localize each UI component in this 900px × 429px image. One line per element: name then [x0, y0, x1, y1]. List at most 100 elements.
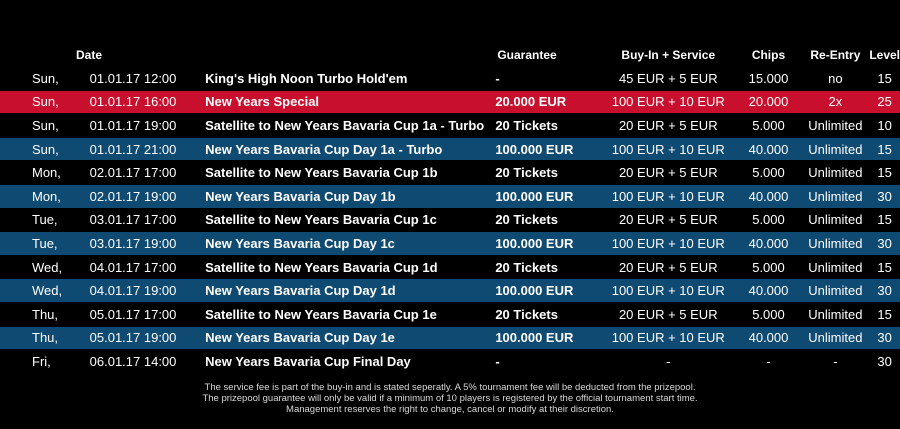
row-event-name: Satellite to New Years Bavaria Cup 1c — [205, 207, 496, 232]
row-chips: 20.000 — [735, 89, 802, 114]
row-reentry: Unlimited — [801, 254, 870, 279]
row-chips: 5.000 — [735, 113, 802, 138]
row-day: Sun, — [0, 89, 90, 114]
table-row: Sun, 01.01.17 16:00 New Years Special 20.00… — [0, 89, 900, 114]
row-chips: 5.000 — [735, 160, 802, 185]
row-event-name: New Years Bavaria Cup Day 1e — [205, 325, 496, 350]
row-buyin: 45 EUR + 5 EUR — [600, 66, 736, 91]
row-chips: - — [735, 349, 802, 373]
row-event-name: New Years Bavaria Cup Day 1c — [205, 231, 496, 256]
row-level: 15 — [869, 136, 900, 161]
row-guarantee: 20 Tickets — [495, 113, 601, 138]
row-event-name: New Years Bavaria Cup Day 1b — [205, 183, 496, 209]
header-reentry: Re-Entry — [810, 48, 861, 62]
table-row: Wed, 04.01.17 17:00 Satellite to New Years… — [0, 254, 900, 279]
row-reentry: 2x — [801, 89, 870, 114]
table-row: Wed, 04.01.17 19:00 New Years Bavaria Cup … — [0, 278, 900, 303]
row-chips: 40.000 — [735, 183, 802, 209]
row-guarantee: 100.000 EUR — [495, 278, 601, 303]
row-day: Sun, — [0, 113, 90, 138]
row-buyin: 100 EUR + 10 EUR — [600, 325, 736, 350]
row-event-name: New Years Bavaria Cup Day 1a - Turbo — [205, 136, 496, 161]
row-guarantee: - — [495, 349, 601, 373]
row-event-name: New Years Special — [205, 89, 496, 114]
row-reentry: Unlimited — [801, 325, 870, 350]
table-row: Tue, 03.01.17 19:00 New Years Bavaria Cup … — [0, 231, 900, 256]
row-date: 03.01.17 19:00 — [89, 231, 206, 256]
row-chips: 40.000 — [735, 136, 802, 161]
row-event-name: King's High Noon Turbo Hold'em — [205, 66, 496, 91]
row-date: 02.01.17 19:00 — [89, 183, 206, 209]
tournament-schedule-table: Date Guarantee Buy-In + Service Chips Re… — [0, 44, 900, 373]
row-level: 10 — [869, 113, 900, 138]
row-buyin: 100 EUR + 10 EUR — [600, 278, 736, 303]
row-reentry: Unlimited — [801, 183, 870, 209]
row-date: 02.01.17 17:00 — [89, 160, 206, 185]
row-guarantee: 100.000 EUR — [495, 183, 601, 209]
header-buyin: Buy-In + Service — [621, 48, 716, 62]
header-event — [205, 44, 495, 67]
row-day: Wed, — [0, 254, 90, 279]
row-day: Mon, — [0, 183, 90, 209]
row-date: 03.01.17 17:00 — [89, 207, 206, 232]
row-level: 30 — [869, 278, 900, 303]
table-header-row: Date Guarantee Buy-In + Service Chips Re… — [0, 44, 900, 67]
row-buyin: - — [600, 349, 736, 373]
row-date: 05.01.17 19:00 — [89, 325, 206, 350]
header-date: Date — [76, 48, 103, 62]
row-reentry: Unlimited — [801, 301, 870, 327]
row-day: Sun, — [0, 66, 90, 91]
row-chips: 5.000 — [735, 254, 802, 279]
row-date: 01.01.17 19:00 — [89, 113, 206, 138]
row-date: 01.01.17 16:00 — [89, 89, 206, 114]
row-day: Thu, — [0, 301, 90, 327]
row-level: 15 — [869, 301, 900, 327]
row-buyin: 100 EUR + 10 EUR — [600, 136, 736, 161]
header-guarantee: Guarantee — [497, 48, 557, 62]
row-reentry: no — [801, 66, 870, 91]
table-row: Thu, 05.01.17 17:00 Satellite to New Years… — [0, 301, 900, 327]
footnote-guarantee: The prizepool guarantee will only be val… — [202, 393, 698, 404]
row-day: Wed, — [0, 278, 90, 303]
row-buyin: 20 EUR + 5 EUR — [600, 160, 736, 185]
row-day: Mon, — [0, 160, 90, 185]
footnote-management: Management reserves the right to change,… — [286, 404, 614, 415]
row-event-name: Satellite to New Years Bavaria Cup 1e — [205, 301, 496, 327]
row-reentry: Unlimited — [801, 113, 870, 138]
row-guarantee: 20 Tickets — [495, 207, 601, 232]
row-event-name: Satellite to New Years Bavaria Cup 1a - … — [205, 113, 496, 138]
row-date: 04.01.17 17:00 — [89, 254, 206, 279]
row-buyin: 20 EUR + 5 EUR — [600, 301, 736, 327]
row-guarantee: - — [495, 66, 601, 91]
row-date: 05.01.17 17:00 — [89, 301, 206, 327]
row-guarantee: 100.000 EUR — [495, 136, 601, 161]
row-level: 30 — [869, 325, 900, 350]
header-level: Level — [869, 48, 900, 62]
header-chips: Chips — [751, 48, 786, 62]
row-chips: 40.000 — [735, 325, 802, 350]
row-chips: 40.000 — [735, 231, 802, 256]
row-day: Tue, — [0, 231, 90, 256]
row-reentry: Unlimited — [801, 231, 870, 256]
row-level: 30 — [869, 231, 900, 256]
row-event-name: New Years Bavaria Cup Final Day — [205, 349, 496, 373]
row-reentry: Unlimited — [801, 136, 870, 161]
row-reentry: Unlimited — [801, 278, 870, 303]
row-day: Thu, — [0, 325, 90, 350]
footnote-service-fee: The service fee is part of the buy-in an… — [204, 382, 696, 393]
table-row: Tue, 03.01.17 17:00 Satellite to New Years… — [0, 207, 900, 232]
row-level: 30 — [869, 349, 900, 373]
row-chips: 5.000 — [735, 207, 802, 232]
row-guarantee: 20 Tickets — [495, 301, 601, 327]
row-event-name: Satellite to New Years Bavaria Cup 1d — [205, 254, 496, 279]
row-day: Tue, — [0, 207, 90, 232]
row-level: 25 — [869, 89, 900, 114]
row-level: 15 — [869, 254, 900, 279]
row-date: 04.01.17 19:00 — [89, 278, 206, 303]
row-buyin: 20 EUR + 5 EUR — [600, 113, 736, 138]
row-reentry: - — [801, 349, 870, 373]
row-chips: 5.000 — [735, 301, 802, 327]
row-event-name: New Years Bavaria Cup Day 1d — [205, 278, 496, 303]
table-row: Fri, 06.01.17 14:00 New Years Bavaria Cup … — [0, 349, 900, 373]
table-row: Sun, 01.01.17 12:00 King's High Noon Turbo… — [0, 66, 900, 91]
